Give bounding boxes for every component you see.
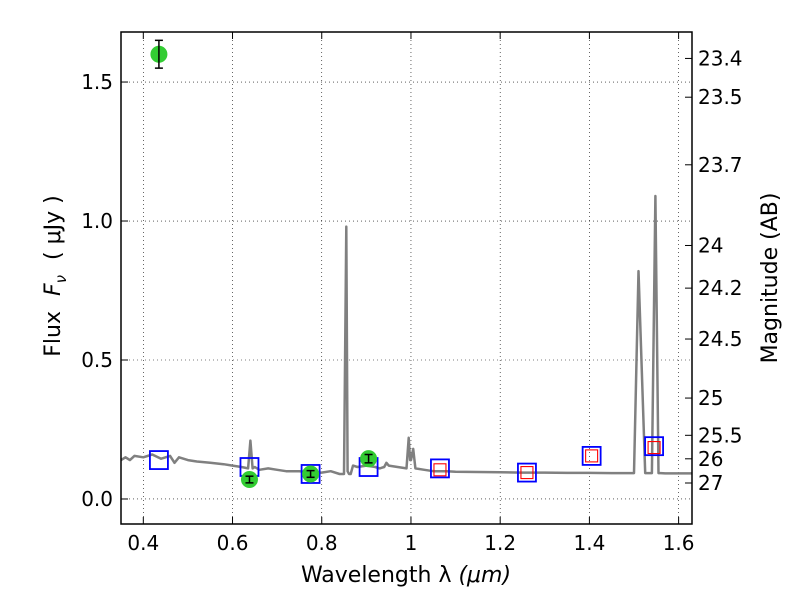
- model-square-2: [300, 464, 321, 484]
- model-square-6: [581, 445, 602, 466]
- x-tick-label-1: 0.6: [217, 531, 249, 555]
- inner-square-1: [520, 466, 534, 480]
- x-tick-label-5: 1.4: [573, 531, 605, 555]
- inner-square-0: [433, 463, 447, 477]
- spectrum-line: [120, 194, 692, 476]
- mag-tick-label-9: 27: [698, 471, 723, 495]
- y-tick-label-3: 1.5: [81, 70, 113, 94]
- y-axis-label: Flux Fν ( μJy ): [41, 195, 72, 356]
- axes: [120, 31, 693, 525]
- y-tick-label-1: 0.5: [81, 348, 113, 372]
- mag-tick-label-6: 25: [698, 386, 723, 410]
- model-square-0: [149, 450, 169, 470]
- mag-tick-label-0: 23.4: [698, 46, 743, 70]
- x-tick-label-4: 1.2: [484, 531, 516, 555]
- mag-tick-label-5: 24.5: [698, 327, 743, 351]
- plot-frame: [120, 31, 693, 525]
- inner-square-2: [585, 449, 599, 463]
- x-tick-label-0: 0.4: [127, 531, 159, 555]
- model-square-7: [644, 436, 664, 457]
- mag-tick-label-3: 24: [698, 233, 723, 257]
- x-tick-label-6: 1.6: [663, 531, 695, 555]
- mag-tick-label-7: 25.5: [698, 423, 743, 447]
- x-tick-label-3: 1: [405, 531, 418, 555]
- mag-tick-label-8: 26: [698, 447, 723, 471]
- mag-tick-label-2: 23.7: [698, 153, 743, 177]
- series-layer: [120, 39, 692, 489]
- grid: [121, 32, 692, 524]
- x-tick-label-2: 0.8: [306, 531, 338, 555]
- model-square-5: [517, 462, 537, 483]
- y-tick-label-2: 1.0: [81, 209, 113, 233]
- right-axis-label: Magnitude (AB): [758, 193, 783, 364]
- tick-layer: 0.4 0.6 0.8 1 1.2 1.4 1.6 0.0 0.5 1.0 1.5 23.4 23.5 2…: [81, 32, 743, 555]
- model-square-4: [430, 458, 450, 479]
- y-tick-label-0: 0.0: [81, 487, 113, 511]
- inner-square-3: [647, 441, 661, 455]
- mag-tick-label-4: 24.2: [698, 276, 743, 300]
- x-axis-label: Wavelength λ (μm): [301, 563, 511, 588]
- mag-tick-label-1: 23.5: [698, 85, 743, 109]
